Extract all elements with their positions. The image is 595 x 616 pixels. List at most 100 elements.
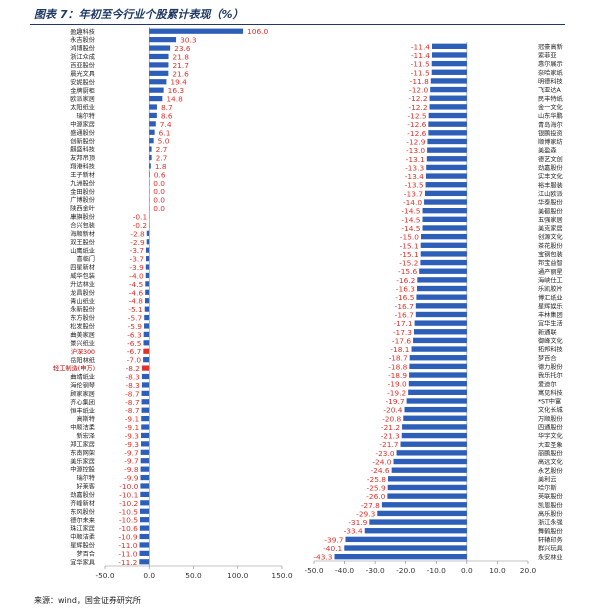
category-label: 陕西金叶 — [70, 205, 95, 213]
category-label: 盈趣科技 — [70, 28, 95, 36]
value-label: 8.7 — [161, 103, 173, 112]
bar — [141, 424, 150, 430]
value-label: -10.6 — [119, 524, 138, 533]
bar — [144, 306, 150, 312]
category-label: 华泰股份 — [538, 199, 564, 207]
bar — [400, 441, 467, 447]
source-note: 来源：wind，国金证券研究所 — [34, 596, 141, 605]
value-label: -16.3 — [396, 285, 415, 294]
bar — [140, 491, 150, 498]
bar — [431, 60, 467, 67]
value-label: -18.8 — [388, 362, 407, 371]
value-label: -21.2 — [381, 423, 400, 432]
bar — [424, 190, 467, 197]
bar — [149, 121, 156, 127]
value-label: -16.2 — [396, 276, 415, 285]
category-label: 中源家居 — [70, 120, 95, 128]
value-label: -3.7 — [130, 255, 145, 264]
category-label: 海伦钢琴 — [70, 382, 95, 390]
bar — [420, 259, 467, 266]
value-label: -19.0 — [388, 380, 407, 389]
bar — [430, 86, 467, 93]
value-label: -18.1 — [390, 345, 409, 354]
category-label: 海顺新材 — [70, 230, 95, 238]
value-label: 0.0 — [153, 187, 165, 196]
value-label: 0.0 — [153, 196, 165, 205]
bar — [409, 355, 467, 361]
value-label: 1.8 — [155, 162, 167, 171]
category-label: 欧派家居 — [70, 95, 95, 103]
value-label: -16.7 — [395, 302, 414, 311]
bar — [140, 500, 150, 506]
bar — [139, 508, 150, 514]
value-label: -2.9 — [130, 238, 145, 247]
category-label: 德力股份 — [538, 363, 564, 371]
bar — [414, 320, 467, 326]
bar — [401, 432, 467, 439]
category-label: 曲靖纸业 — [70, 373, 95, 381]
bar — [143, 340, 150, 346]
category-label: 金田股份 — [70, 188, 96, 196]
category-label: 齐心集团 — [70, 398, 95, 406]
bar — [139, 550, 150, 556]
value-label: -16.7 — [395, 310, 414, 319]
bar — [430, 78, 467, 84]
value-label: -9.8 — [124, 465, 139, 474]
value-label: -13.5 — [404, 181, 423, 190]
category-label: 好莱客 — [76, 483, 95, 491]
bar — [149, 112, 157, 119]
value-label: 6.1 — [159, 128, 171, 137]
right-bar-chart: 冠豪高新 -11.4 索菲亚 -11.4 惠尔展示 -11.5 奈哈家纸 -11.5 明德科技 -… — [304, 42, 564, 575]
value-label: -4.6 — [129, 288, 144, 297]
value-label: -11.5 — [411, 68, 430, 77]
value-label: -19.7 — [386, 397, 405, 406]
bar — [143, 331, 150, 338]
bar — [424, 199, 467, 205]
value-label: -11.2 — [118, 558, 137, 567]
value-label: -3.7 — [130, 246, 145, 255]
bar — [406, 398, 467, 404]
x-tick-label: 100.0 — [227, 571, 248, 580]
bar — [427, 147, 467, 153]
bar — [141, 399, 150, 405]
bar — [432, 52, 467, 58]
bar — [428, 112, 467, 119]
bar — [425, 173, 467, 179]
bar — [429, 104, 467, 110]
category-label: 宜华生活 — [538, 320, 563, 328]
value-label: -39.7 — [324, 535, 343, 544]
value-label: -18.7 — [389, 354, 408, 363]
category-label: 丽鹏股份 — [538, 449, 564, 457]
value-label: 2.7 — [156, 145, 168, 154]
x-tick-label: -10.0 — [427, 566, 446, 575]
category-label: 梦百合 — [538, 354, 557, 362]
category-label: 御峰文化 — [538, 337, 563, 345]
value-label: -4.0 — [129, 271, 144, 280]
category-label: 凯恩股份 — [538, 501, 564, 509]
bar — [141, 382, 150, 388]
category-label: 星辉股份 — [70, 542, 96, 550]
bar — [409, 372, 467, 378]
bar — [409, 363, 467, 370]
category-label: 龙昌股份 — [70, 289, 96, 297]
value-label: 14.8 — [166, 95, 183, 104]
value-label: -8.2 — [126, 364, 140, 373]
bar — [149, 87, 164, 93]
category-label: 美利云 — [538, 475, 557, 483]
bar — [396, 450, 467, 456]
category-label: 曲美家居 — [70, 331, 95, 339]
bar — [417, 277, 467, 283]
bar — [149, 171, 150, 177]
value-label: -9.1 — [125, 423, 140, 432]
value-label: 30.3 — [180, 36, 197, 45]
value-label: -11.0 — [118, 541, 137, 550]
value-label: -11.4 — [411, 42, 430, 51]
category-label: 青岛海尔 — [538, 121, 563, 129]
category-label: 劲嘉股份 — [70, 491, 96, 499]
category-label: 高远文化 — [538, 458, 563, 466]
bar — [422, 225, 467, 231]
category-label: 中顺洁柔 — [70, 533, 95, 541]
category-label: 沪深300 — [71, 348, 95, 356]
x-tick-label: -50.0 — [304, 566, 323, 575]
bar — [140, 458, 150, 464]
